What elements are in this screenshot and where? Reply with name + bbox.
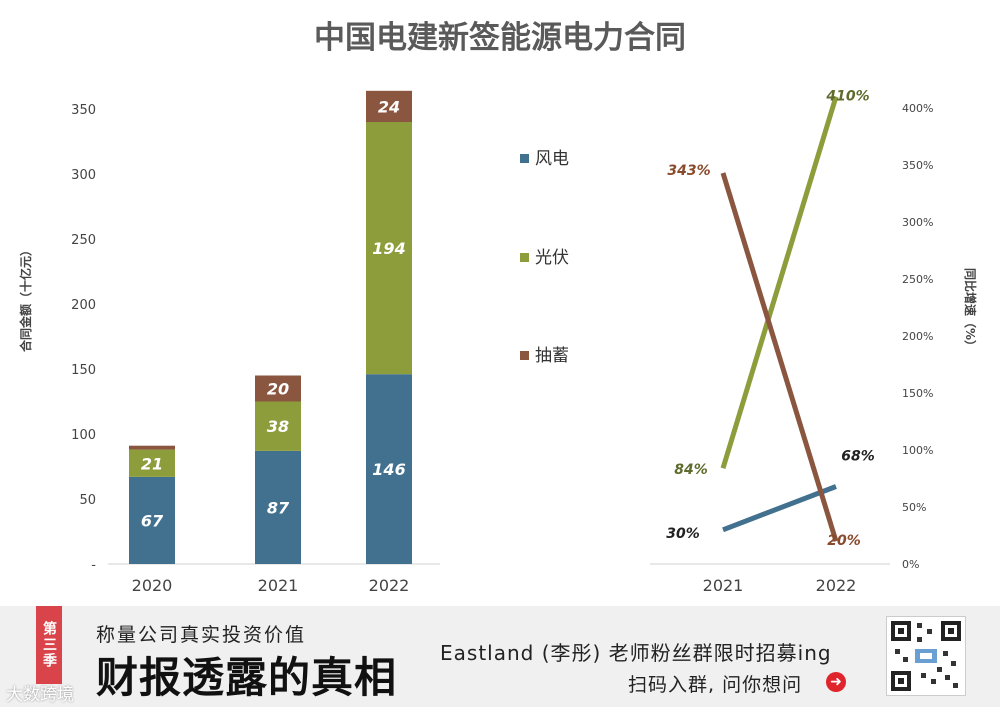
bar-segment <box>129 449 175 477</box>
legend-label: 风电 <box>535 149 569 169</box>
bar-value-label: 21 <box>141 454 163 473</box>
line-value-label: 30% <box>666 526 700 542</box>
y-tick-label: 0% <box>902 558 919 571</box>
chart-title: 中国电建新签能源电力合同 <box>314 20 686 56</box>
arrow-right-icon[interactable]: ➜ <box>826 672 846 692</box>
bar-segment <box>366 374 412 564</box>
x-tick-label: 2021 <box>258 576 299 595</box>
cta-text[interactable]: 扫码入群, 问你想问 <box>628 674 803 696</box>
series-line <box>720 172 839 542</box>
x-tick-label: 2021 <box>703 576 744 595</box>
y-tick-label: 150% <box>902 387 933 400</box>
line-value-label: 84% <box>674 462 708 478</box>
x-tick-label: 2020 <box>132 576 173 595</box>
bar-segment <box>366 90 412 122</box>
season-badge: 第三季 <box>36 606 62 684</box>
bar-segment <box>366 122 412 375</box>
qr-code-icon[interactable] <box>886 616 966 696</box>
y-axis-label: 合同金额（十亿元） <box>18 244 33 352</box>
y-tick-label: 300% <box>902 216 933 229</box>
bar-segment <box>129 476 175 564</box>
bar-segment <box>255 401 301 451</box>
legend-label: 光伏 <box>535 248 569 268</box>
bar-segment <box>255 375 301 402</box>
legend-swatch <box>520 351 529 360</box>
bar-value-label: 194 <box>372 239 405 258</box>
y-tick-label: 250 <box>71 233 96 248</box>
bar-value-label: 38 <box>267 417 289 436</box>
line-value-label: 68% <box>841 448 875 464</box>
y-tick-label: 300 <box>71 168 96 183</box>
line-value-label: 20% <box>827 533 861 549</box>
promo-text: Eastland (李彤) 老师粉丝群限时招募ing <box>440 641 832 665</box>
legend-label: 抽蓄 <box>535 346 569 366</box>
bar-value-label: 67 <box>141 511 164 530</box>
bar-value-label: 20 <box>267 380 289 399</box>
y-tick-label: 150 <box>71 363 96 378</box>
bar-value-label: 87 <box>267 498 290 517</box>
y-tick-label: 400% <box>902 102 933 115</box>
slogan-text: 称量公司真实投资价值 <box>96 624 307 646</box>
chart-canvas: 中国电建新签能源电力合同 - 50 100 150 200 250 300 350 合同金额（十… <box>18 20 978 595</box>
watermark: 大数跨境 <box>6 685 74 705</box>
bar-value-label: 146 <box>372 460 405 479</box>
series-line <box>722 484 837 533</box>
y-tick-label: 100% <box>902 444 933 457</box>
line-value-label: 343% <box>667 163 710 179</box>
y-tick-label: 200 <box>71 298 96 313</box>
bar-value-label: 24 <box>378 97 400 116</box>
y-tick-label: 100 <box>71 428 96 443</box>
x-tick-label: 2022 <box>816 576 857 595</box>
bar-segment <box>129 445 175 450</box>
y-tick-label: 50 <box>79 493 96 508</box>
bar-chart: - 50 100 150 200 250 300 350 合同金额（十亿元） 67 21 2020 87… <box>18 90 569 595</box>
line-value-label: 410% <box>825 89 869 105</box>
y-tick-label: - <box>91 558 96 573</box>
y-tick-label: 250% <box>902 273 933 286</box>
y-axis-label: 同比增速（%） <box>963 268 978 352</box>
line-chart: 0% 50% 100% 150% 200% 250% 300% 350% 400% 同比增速（%）… <box>650 89 978 595</box>
legend-swatch <box>520 253 529 262</box>
x-tick-label: 2022 <box>369 576 410 595</box>
bar-segment <box>255 450 301 564</box>
brand-title: 财报透露的真相 <box>96 653 398 702</box>
y-tick-label: 200% <box>902 330 933 343</box>
y-tick-label: 350 <box>71 103 96 118</box>
y-tick-label: 350% <box>902 159 933 172</box>
y-tick-label: 50% <box>902 501 926 514</box>
series-line <box>720 95 839 469</box>
legend-swatch <box>520 154 529 163</box>
